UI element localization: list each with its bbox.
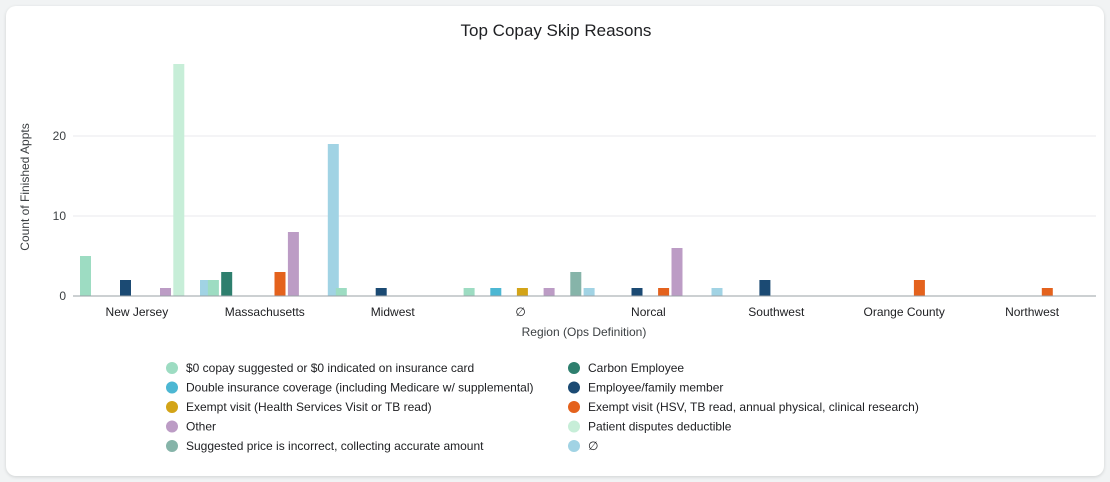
bar[interactable]: [658, 288, 670, 296]
gridlines: [73, 135, 1096, 217]
y-axis-title: Count of Finished Appts: [18, 123, 32, 250]
legend-swatch: [568, 381, 580, 394]
legend-item[interactable]: Patient disputes deductible: [568, 420, 732, 434]
legend-label: Other: [186, 420, 216, 434]
legend-label: ∅: [588, 439, 598, 453]
y-tick-label: 10: [53, 209, 67, 223]
legend-item[interactable]: Exempt visit (Health Services Visit or T…: [166, 400, 432, 414]
chart-card: Top Copay Skip Reasons 0 10 20 New Jersey M…: [6, 6, 1104, 476]
bar[interactable]: [287, 232, 299, 296]
y-tick-label: 0: [59, 289, 66, 303]
legend-label: Patient disputes deductible: [588, 420, 732, 434]
bars: [80, 64, 1053, 296]
bar[interactable]: [327, 144, 339, 296]
legend-label: Exempt visit (Health Services Visit or T…: [186, 400, 432, 414]
legend-label: Double insurance coverage (including Med…: [186, 381, 534, 395]
legend-item[interactable]: Carbon Employee: [568, 361, 684, 375]
legend-swatch: [166, 440, 178, 452]
legend-label: $0 copay suggested or $0 indicated on in…: [186, 361, 474, 375]
y-axis-ticks: 0 10 20: [53, 129, 67, 303]
chart-title: Top Copay Skip Reasons: [461, 21, 652, 40]
x-tick-label: Midwest: [371, 305, 416, 319]
bar[interactable]: [463, 288, 475, 296]
y-tick-label: 20: [53, 129, 67, 143]
legend: $0 copay suggested or $0 indicated on in…: [166, 361, 919, 453]
bar[interactable]: [80, 256, 91, 296]
legend-swatch: [568, 401, 580, 413]
legend-label: Employee/family member: [588, 381, 723, 395]
legend-label: Exempt visit (HSV, TB read, annual physi…: [588, 400, 919, 414]
bar[interactable]: [631, 288, 643, 296]
legend-swatch: [568, 420, 580, 433]
legend-swatch: [568, 362, 580, 374]
legend-label: Suggested price is incorrect, collecting…: [186, 439, 484, 453]
bar[interactable]: [375, 288, 387, 296]
x-tick-label: Norcal: [631, 305, 666, 319]
legend-swatch: [568, 440, 580, 452]
legend-swatch: [166, 362, 178, 374]
legend-item[interactable]: Employee/family member: [568, 381, 723, 395]
bar[interactable]: [543, 288, 555, 296]
x-axis-categories: New Jersey Massachusetts Midwest ∅ Norcal Sou…: [106, 305, 1060, 319]
legend-item[interactable]: $0 copay suggested or $0 indicated on in…: [166, 361, 474, 375]
bar[interactable]: [570, 272, 582, 296]
legend-swatch: [166, 420, 178, 433]
bar[interactable]: [516, 288, 528, 296]
bar[interactable]: [120, 280, 131, 296]
bar[interactable]: [221, 272, 233, 296]
bar[interactable]: [490, 288, 502, 296]
x-tick-label: Northwest: [1005, 305, 1060, 319]
legend-item[interactable]: Other: [166, 420, 216, 434]
x-axis-title: Region (Ops Definition): [522, 325, 647, 339]
bar[interactable]: [759, 280, 771, 296]
bar-chart: Top Copay Skip Reasons 0 10 20 New Jersey M…: [18, 21, 1096, 453]
x-tick-label: Southwest: [748, 305, 805, 319]
bar[interactable]: [335, 288, 347, 296]
bar[interactable]: [711, 288, 723, 296]
bar[interactable]: [173, 64, 185, 296]
legend-label: Carbon Employee: [588, 361, 684, 375]
legend-swatch: [166, 381, 178, 394]
legend-item[interactable]: Double insurance coverage (including Med…: [166, 381, 534, 395]
legend-item[interactable]: ∅: [568, 439, 598, 453]
bar[interactable]: [200, 280, 211, 296]
x-tick-label: Massachusetts: [225, 305, 305, 319]
bar[interactable]: [274, 272, 286, 296]
bar[interactable]: [1041, 288, 1053, 296]
x-tick-label: Orange County: [864, 305, 945, 319]
bar[interactable]: [207, 280, 219, 296]
x-tick-label: New Jersey: [106, 305, 169, 319]
legend-item[interactable]: Suggested price is incorrect, collecting…: [166, 439, 484, 453]
x-tick-label: ∅: [515, 305, 525, 319]
bar[interactable]: [583, 288, 595, 296]
bar[interactable]: [913, 280, 925, 296]
legend-item[interactable]: Exempt visit (HSV, TB read, annual physi…: [568, 400, 919, 414]
legend-swatch: [166, 401, 178, 413]
bar[interactable]: [671, 248, 683, 296]
bar[interactable]: [160, 288, 171, 296]
